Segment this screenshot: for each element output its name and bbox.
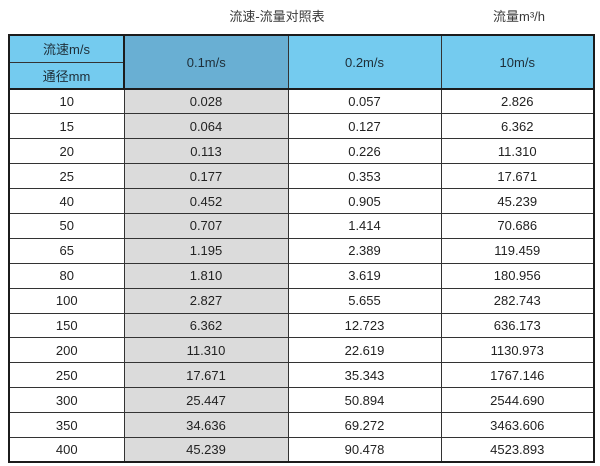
table-row: 50 0.707 1.414 70.686	[8, 212, 595, 239]
diameter-cell: 200	[8, 337, 125, 364]
flow-value-cell: 2.827	[123, 287, 289, 314]
flow-value-cell: 3463.606	[440, 412, 595, 438]
flow-value-cell: 6.362	[440, 113, 595, 140]
table-row: 150 6.362 12.723 636.173	[8, 312, 595, 339]
corner-velocity-label: 流速m/s	[8, 34, 125, 63]
flow-value-cell: 70.686	[440, 212, 595, 239]
flow-value-cell: 5.655	[287, 287, 442, 314]
table-row: 80 1.810 3.619 180.956	[8, 262, 595, 289]
flow-value-cell: 0.177	[123, 163, 289, 190]
flow-value-cell: 34.636	[123, 412, 289, 438]
page-title: 流速-流量对照表	[229, 9, 325, 24]
diameter-cell: 250	[8, 362, 125, 389]
flow-value-cell: 35.343	[287, 362, 442, 389]
flow-value-cell: 0.127	[287, 113, 442, 140]
table-row: 40 0.452 0.905 45.239	[8, 188, 595, 214]
flow-value-cell: 0.707	[123, 212, 289, 239]
table-body: 10 0.028 0.057 2.826 15 0.064 0.127 6.362 20 0.11…	[8, 88, 595, 463]
diameter-cell: 40	[8, 188, 125, 214]
flow-comparison-table: 流速m/s 0.1m/s 0.2m/s 10m/s 通径mm 10 0.028 0.…	[8, 34, 595, 464]
flow-value-cell: 0.057	[287, 88, 442, 115]
diameter-cell: 350	[8, 412, 125, 438]
table-row: 250 17.671 35.343 1767.146	[8, 362, 595, 389]
column-header-10ms: 10m/s	[440, 34, 595, 90]
flow-value-cell: 0.905	[287, 188, 442, 214]
table-row: 10 0.028 0.057 2.826	[8, 88, 595, 115]
diameter-cell: 25	[8, 163, 125, 190]
flow-value-cell: 2544.690	[440, 387, 595, 414]
flow-value-cell: 119.459	[440, 237, 595, 264]
flow-value-cell: 1.195	[123, 237, 289, 264]
flow-value-cell: 11.310	[440, 138, 595, 165]
table-row: 25 0.177 0.353 17.671	[8, 163, 595, 190]
flow-value-cell: 50.894	[287, 387, 442, 414]
table-row: 65 1.195 2.389 119.459	[8, 237, 595, 264]
table-row: 200 11.310 22.619 1130.973	[8, 337, 595, 364]
diameter-cell: 300	[8, 387, 125, 414]
diameter-cell: 150	[8, 312, 125, 339]
corner-diameter-label: 通径mm	[8, 61, 125, 90]
flow-value-cell: 22.619	[287, 337, 442, 364]
flow-value-cell: 17.671	[440, 163, 595, 190]
flow-value-cell: 180.956	[440, 262, 595, 289]
flow-value-cell: 3.619	[287, 262, 442, 289]
flow-value-cell: 0.226	[287, 138, 442, 165]
flow-value-cell: 4523.893	[440, 436, 595, 463]
table-header: 流速m/s 0.1m/s 0.2m/s 10m/s 通径mm	[8, 34, 595, 90]
flow-unit-label: 流量m³/h	[492, 9, 546, 24]
flow-value-cell: 0.353	[287, 163, 442, 190]
header-row-top: 流速m/s 0.1m/s 0.2m/s 10m/s	[8, 34, 595, 90]
table-row: 400 45.239 90.478 4523.893	[8, 436, 595, 463]
flow-value-cell: 0.028	[123, 88, 289, 115]
flow-value-cell: 282.743	[440, 287, 595, 314]
flow-value-cell: 6.362	[123, 312, 289, 339]
column-header-0-2ms: 0.2m/s	[287, 34, 442, 90]
flow-value-cell: 90.478	[287, 436, 442, 463]
diameter-cell: 15	[8, 113, 125, 140]
table-row: 20 0.113 0.226 11.310	[8, 138, 595, 165]
flow-value-cell: 2.826	[440, 88, 595, 115]
flow-value-cell: 69.272	[287, 412, 442, 438]
table-row: 300 25.447 50.894 2544.690	[8, 387, 595, 414]
diameter-cell: 400	[8, 436, 125, 463]
diameter-cell: 20	[8, 138, 125, 165]
flow-value-cell: 45.239	[440, 188, 595, 214]
flow-value-cell: 0.113	[123, 138, 289, 165]
diameter-cell: 100	[8, 287, 125, 314]
flow-value-cell: 1.414	[287, 212, 442, 239]
diameter-cell: 80	[8, 262, 125, 289]
table-row: 15 0.064 0.127 6.362	[8, 113, 595, 140]
diameter-cell: 65	[8, 237, 125, 264]
flow-value-cell: 25.447	[123, 387, 289, 414]
diameter-cell: 50	[8, 212, 125, 239]
flow-value-cell: 12.723	[287, 312, 442, 339]
flow-value-cell: 17.671	[123, 362, 289, 389]
flow-value-cell: 636.173	[440, 312, 595, 339]
header-row-bottom: 通径mm	[8, 61, 594, 90]
flow-value-cell: 11.310	[123, 337, 289, 364]
table-row: 350 34.636 69.272 3463.606	[8, 412, 595, 438]
flow-value-cell: 1130.973	[440, 337, 595, 364]
flow-value-cell: 1.810	[123, 262, 289, 289]
flow-value-cell: 1767.146	[440, 362, 595, 389]
flow-value-cell: 2.389	[287, 237, 442, 264]
flow-value-cell: 0.064	[123, 113, 289, 140]
column-header-0-1ms: 0.1m/s	[123, 34, 289, 90]
flow-value-cell: 0.452	[123, 188, 289, 214]
diameter-cell: 10	[8, 88, 125, 115]
table-row: 100 2.827 5.655 282.743	[8, 287, 595, 314]
flow-value-cell: 45.239	[123, 436, 289, 463]
